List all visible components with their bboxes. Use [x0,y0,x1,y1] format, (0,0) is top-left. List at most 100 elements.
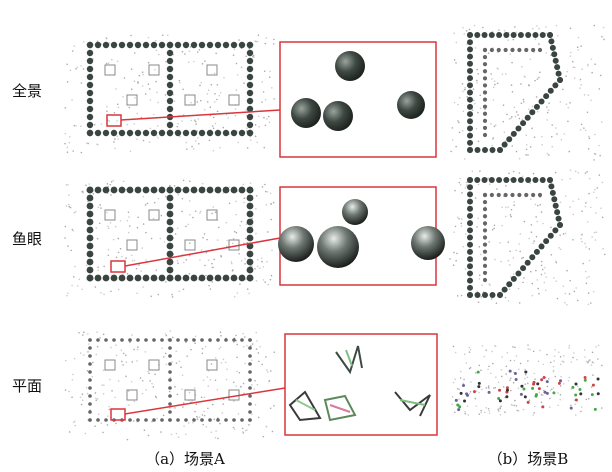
point [483,97,487,101]
point [179,360,181,362]
point [511,32,517,38]
point [569,280,571,282]
point [495,387,497,389]
point [514,26,516,28]
point [488,391,491,394]
point [220,335,222,337]
point [226,222,228,224]
point [239,372,241,374]
point [479,413,481,415]
point [560,385,562,387]
structure [185,95,195,105]
point [255,332,257,334]
point [82,334,84,336]
point [109,379,111,381]
point [515,250,517,252]
point [174,185,176,187]
point [488,241,490,243]
point [233,427,235,429]
point [167,98,173,104]
point [467,118,473,124]
point [144,429,146,431]
point [557,222,563,228]
point [518,369,520,371]
point [247,98,253,104]
point [199,49,201,51]
point [467,191,473,197]
point [543,364,545,366]
point [483,228,487,232]
point [561,139,563,141]
point [159,130,165,136]
point [128,216,130,218]
point [159,42,165,48]
point [246,127,248,129]
point [537,78,539,80]
point [215,187,222,194]
point [143,140,145,142]
point [263,436,265,438]
point [593,291,595,293]
point [577,49,579,51]
point [204,109,206,111]
point [572,200,574,202]
point [265,425,267,427]
point [524,395,527,398]
point [189,392,191,394]
point [130,35,132,37]
point [455,62,457,64]
point [227,117,229,119]
point [258,34,260,36]
point [497,83,499,85]
point [64,237,66,239]
point [463,33,465,35]
point [461,295,463,297]
point [454,59,456,61]
point [95,130,101,136]
point [467,414,469,416]
point [87,211,94,218]
point [200,338,204,342]
point [175,42,181,48]
point [553,387,555,389]
point [515,270,521,276]
point [195,140,197,142]
point [536,221,538,223]
point [257,266,259,268]
point [599,88,601,90]
point [87,333,89,335]
point [199,85,201,87]
point [97,398,99,400]
point [183,289,185,291]
point [587,362,589,364]
point [464,158,466,160]
point [483,76,487,80]
point [120,220,122,222]
point [572,357,574,359]
point [594,153,596,155]
point [257,41,259,43]
point [213,418,215,420]
point [519,251,521,253]
point [491,78,493,80]
point [519,172,521,174]
point [454,102,456,104]
point [88,346,92,350]
point [505,207,507,209]
point [103,187,110,194]
point [119,187,126,194]
point [595,231,597,233]
point [218,348,220,350]
point [197,51,199,53]
point [71,396,73,398]
point [458,122,460,124]
point [226,379,228,381]
point [168,410,172,414]
point [189,242,191,244]
point [460,184,462,186]
point [269,71,271,73]
point [541,401,543,403]
point [513,257,515,259]
point [499,242,501,244]
point [553,277,555,279]
